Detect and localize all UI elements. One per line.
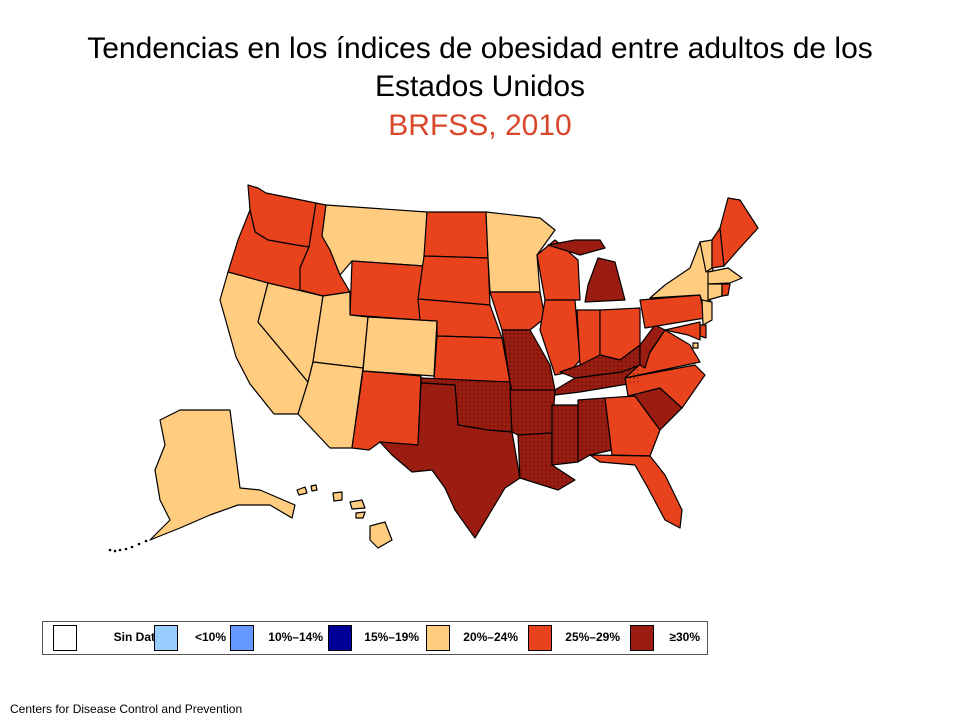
state-maine <box>719 197 759 267</box>
state-florida <box>589 454 683 529</box>
map-title-line-2: Estados Unidos <box>374 70 586 103</box>
state-wyoming <box>349 260 425 321</box>
state-south-dakota <box>417 255 491 306</box>
state-colorado <box>362 316 438 377</box>
state-texture <box>578 398 612 462</box>
legend-label: <10% <box>194 630 226 644</box>
alaska-aleutian-islands <box>108 539 148 553</box>
state-texture <box>552 405 578 465</box>
legend-swatch <box>230 625 254 651</box>
map-legend: Sin Datos <10% 10%–14% 15%–19% 20%–24% 2… <box>42 621 708 655</box>
state-maryland <box>664 321 701 341</box>
state-rhode-island <box>721 283 731 297</box>
state-delaware <box>699 324 707 339</box>
state-massachusetts <box>707 267 743 285</box>
state-new-mexico <box>351 370 422 451</box>
state-kansas <box>433 335 511 383</box>
state-alaska <box>149 409 296 541</box>
legend-label: 20%–24% <box>463 630 518 644</box>
legend-label: 25%–29% <box>565 630 620 644</box>
map-title-line-1: Tendencias en los índices de obesidad en… <box>87 32 873 65</box>
legend-item-15-19: 15%–19% <box>328 625 419 651</box>
state-minnesota <box>485 211 556 293</box>
legend-swatch <box>630 625 654 651</box>
state-texture <box>560 345 640 378</box>
state-connecticut <box>707 283 723 301</box>
legend-label: 10%–14% <box>268 630 323 644</box>
legend-item-20-24: 20%–24% <box>426 625 518 651</box>
map-subtitle: BRFSS, 2010 <box>388 109 572 142</box>
legend-item-lt10: <10% <box>154 625 226 651</box>
state-texture <box>510 390 555 435</box>
state-north-dakota <box>423 211 489 259</box>
state-texture <box>555 365 640 395</box>
state-texture <box>421 378 512 432</box>
pattern-overlay <box>421 330 640 490</box>
state-north-carolina <box>624 364 706 409</box>
legend-item-no-data: Sin Datos <box>53 625 169 651</box>
state-iowa <box>489 291 546 331</box>
state-arizona <box>297 361 364 449</box>
footer-credit: Centers for Disease Control and Preventi… <box>10 702 243 716</box>
title-block: Tendencias en los índices de obesidad en… <box>0 30 960 146</box>
legend-swatch <box>426 625 450 651</box>
legend-swatch <box>328 625 352 651</box>
state-new-jersey <box>701 299 713 326</box>
legend-label: 15%–19% <box>364 630 419 644</box>
state-hawaii <box>296 484 393 549</box>
legend-swatch <box>528 625 552 651</box>
legend-item-25-29: 25%–29% <box>528 625 620 651</box>
state-wisconsin <box>536 239 581 301</box>
legend-item-ge30: ≥30% <box>630 625 700 651</box>
legend-swatch <box>53 625 77 651</box>
legend-label: ≥30% <box>669 630 700 644</box>
state-texture <box>502 330 555 392</box>
state-michigan <box>547 239 626 303</box>
legend-item-10-14: 10%–14% <box>230 625 323 651</box>
state-dc <box>692 342 699 349</box>
state-texture <box>518 433 575 490</box>
legend-swatch <box>154 625 178 651</box>
